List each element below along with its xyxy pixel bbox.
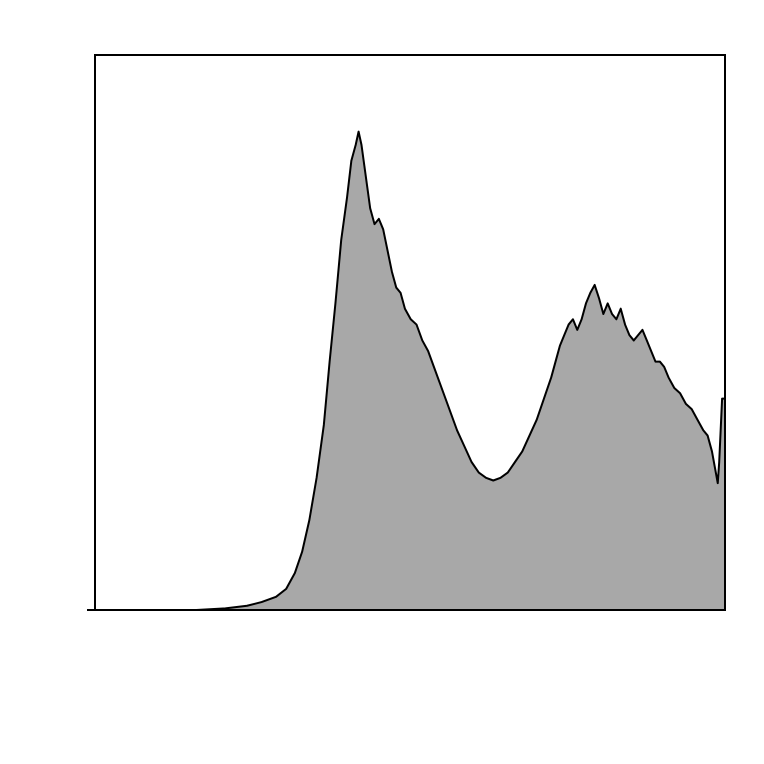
flow-cytometry-histogram [0,0,764,764]
chart-svg [0,0,764,764]
